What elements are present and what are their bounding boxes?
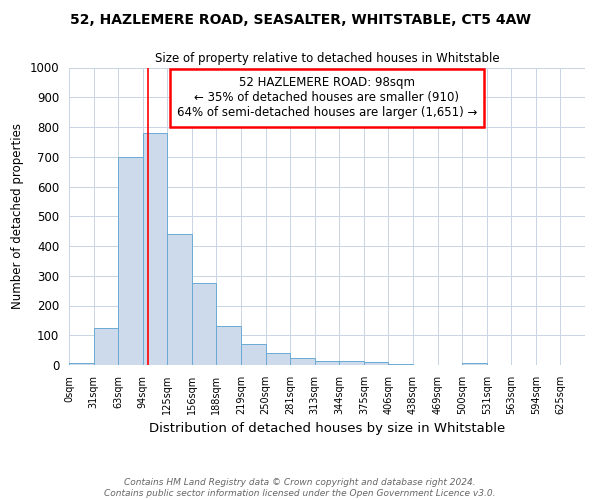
Bar (241, 344, 266, 365)
Bar (339, 361, 364, 365)
Text: 52, HAZLEMERE ROAD, SEASALTER, WHITSTABLE, CT5 4AW: 52, HAZLEMERE ROAD, SEASALTER, WHITSTABL… (70, 12, 530, 26)
X-axis label: Distribution of detached houses by size in Whitstable: Distribution of detached houses by size … (149, 422, 505, 436)
Bar (462, 362, 487, 365)
Bar (217, 326, 241, 365)
Bar (192, 283, 217, 365)
Bar (315, 361, 339, 365)
Bar (69, 362, 94, 365)
Y-axis label: Number of detached properties: Number of detached properties (11, 123, 24, 309)
Bar (118, 157, 143, 365)
Bar (364, 362, 388, 365)
Bar (388, 364, 413, 365)
Bar (167, 234, 192, 365)
Text: 52 HAZLEMERE ROAD: 98sqm
← 35% of detached houses are smaller (910)
64% of semi-: 52 HAZLEMERE ROAD: 98sqm ← 35% of detach… (177, 76, 477, 120)
Text: Contains HM Land Registry data © Crown copyright and database right 2024.
Contai: Contains HM Land Registry data © Crown c… (104, 478, 496, 498)
Title: Size of property relative to detached houses in Whitstable: Size of property relative to detached ho… (155, 52, 499, 65)
Bar (143, 133, 167, 365)
Bar (266, 353, 290, 365)
Bar (290, 358, 315, 365)
Bar (94, 328, 118, 365)
